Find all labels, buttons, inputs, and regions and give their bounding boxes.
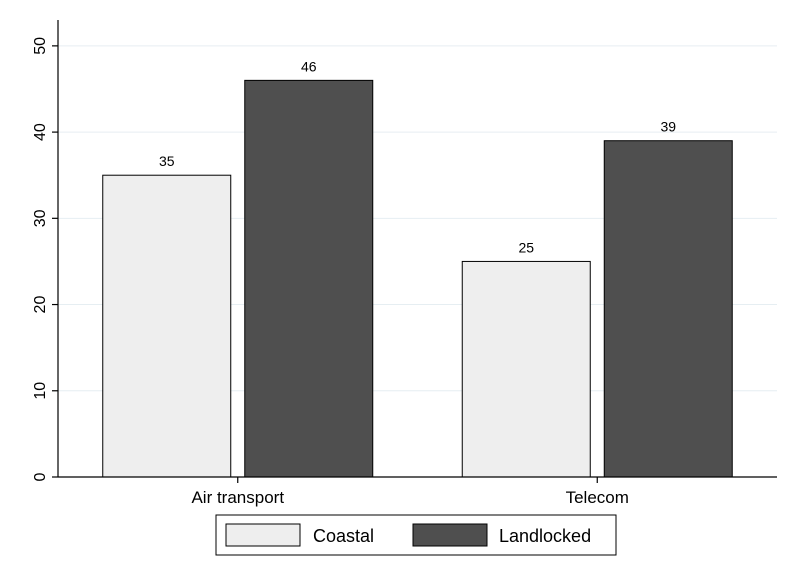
x-axis-ticks: Air transport Telecom bbox=[191, 477, 629, 507]
legend-label-landlocked: Landlocked bbox=[499, 526, 591, 546]
data-label-telecom-coastal: 25 bbox=[518, 239, 534, 255]
y-tick-label-20: 20 bbox=[32, 296, 49, 314]
legend-swatch-landlocked bbox=[412, 523, 488, 547]
bar-telecom-coastal bbox=[461, 260, 591, 478]
y-tick-label-0: 0 bbox=[32, 472, 49, 481]
bar-telecom-landlocked bbox=[603, 140, 733, 478]
legend-label-coastal: Coastal bbox=[313, 526, 374, 546]
data-label-air-transport-landlocked: 46 bbox=[301, 58, 317, 74]
bar-value-labels: 35 46 25 39 bbox=[159, 58, 676, 255]
y-tick-label-50: 50 bbox=[32, 37, 49, 55]
y-tick-label-10: 10 bbox=[32, 382, 49, 400]
axes bbox=[57, 20, 777, 478]
x-tick-label-telecom: Telecom bbox=[566, 488, 629, 507]
legend-swatch-coastal bbox=[225, 523, 301, 547]
bars bbox=[102, 79, 733, 478]
data-label-telecom-landlocked: 39 bbox=[660, 119, 676, 135]
y-tick-label-30: 30 bbox=[32, 209, 49, 227]
data-label-air-transport-coastal: 35 bbox=[159, 153, 175, 169]
bar-air-transport-landlocked bbox=[244, 79, 374, 478]
bar-air-transport-coastal bbox=[102, 174, 232, 478]
y-tick-label-40: 40 bbox=[32, 123, 49, 141]
y-axis-ticks: 0 10 20 30 40 50 bbox=[32, 37, 58, 481]
x-tick-label-air-transport: Air transport bbox=[191, 488, 284, 507]
legend: Coastal Landlocked bbox=[215, 514, 617, 556]
